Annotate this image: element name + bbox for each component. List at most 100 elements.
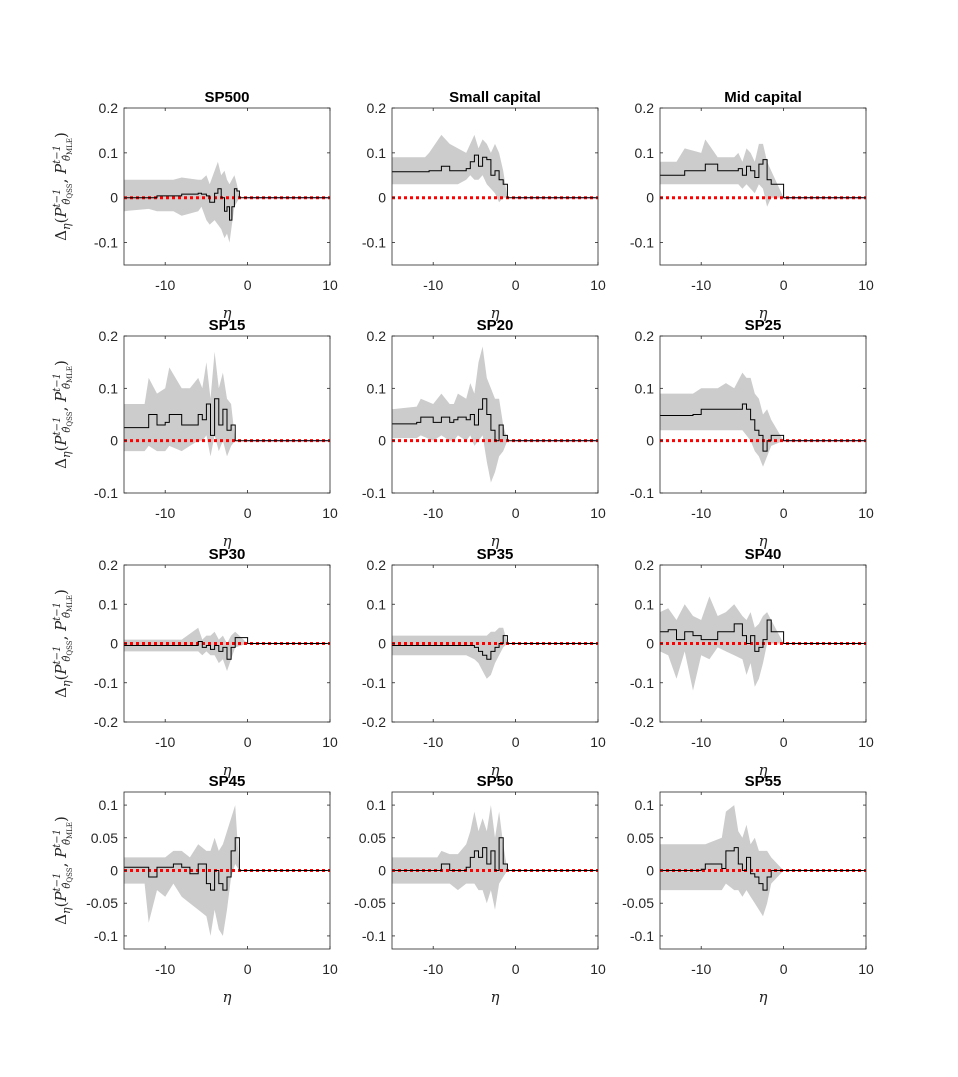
x-tick-label: 10 xyxy=(858,277,874,293)
x-axis-label: η xyxy=(491,304,500,322)
confidence-band xyxy=(124,161,330,243)
y-tick-label: 0 xyxy=(378,863,386,879)
subplot-title: SP20 xyxy=(477,317,514,334)
y-tick-label: 0.2 xyxy=(99,557,119,573)
subplot-title: SP25 xyxy=(745,317,782,334)
median-line xyxy=(660,619,866,652)
x-tick-label: 0 xyxy=(244,505,252,521)
x-tick-label: -10 xyxy=(155,734,175,750)
median-line xyxy=(392,154,598,199)
x-tick-label: 0 xyxy=(244,734,252,750)
subplot-4: -10 0 10 0.2 0.1 0 -0.1 SP15 η Δη(Pt−1θ̂QSS, Pt−1… xyxy=(52,317,338,550)
x-tick-label: -10 xyxy=(691,961,711,977)
subplot-8: -10 0 10 0.2 0.1 0 -0.1 -0.2 SP35 η xyxy=(362,546,606,779)
confidence-band xyxy=(392,134,598,203)
y-tick-label: 0.2 xyxy=(99,328,119,344)
subplot-title: SP15 xyxy=(209,317,246,334)
x-tick-label: 10 xyxy=(858,505,874,521)
x-tick-label: 10 xyxy=(590,505,606,521)
x-tick-label: -10 xyxy=(155,277,175,293)
y-tick-label: 0 xyxy=(378,190,386,206)
median-line xyxy=(660,403,866,452)
axes-box xyxy=(391,107,599,266)
x-tick-label: 10 xyxy=(322,277,338,293)
median-line xyxy=(392,398,598,442)
y-tick-label: -0.2 xyxy=(94,714,118,730)
x-tick-label: 0 xyxy=(780,734,788,750)
subplot-3: -10 0 10 0.2 0.1 0 -0.1 Mid capital η xyxy=(630,89,874,322)
x-axis-label: η xyxy=(223,988,232,1006)
axes-box xyxy=(123,335,331,494)
y-tick-label: 0 xyxy=(110,433,118,449)
x-axis-label: η xyxy=(759,761,768,779)
subplot-title: Small capital xyxy=(449,89,541,106)
y-tick-label: 0 xyxy=(110,863,118,879)
y-tick-label: 0.1 xyxy=(367,145,387,161)
y-tick-label: -0.1 xyxy=(362,675,386,691)
y-tick-label: 0 xyxy=(646,433,654,449)
subplot-title: SP35 xyxy=(477,546,514,563)
x-axis-label: η xyxy=(759,304,768,322)
confidence-band xyxy=(392,346,598,483)
subplot-title: SP55 xyxy=(745,773,782,790)
y-tick-label: 0.05 xyxy=(359,830,386,846)
y-tick-label: -0.1 xyxy=(94,675,118,691)
y-tick-label: 0.1 xyxy=(99,380,119,396)
x-tick-label: 0 xyxy=(780,277,788,293)
subplot-2: -10 0 10 0.2 0.1 0 -0.1 Small capital η xyxy=(362,89,606,322)
y-tick-label: -0.1 xyxy=(630,928,654,944)
confidence-band xyxy=(124,351,330,457)
axes-box xyxy=(391,335,599,494)
svg-text:Δη(Pt−1θ̂QSS, Pt−1θ̂MLE): Δη(Pt−1θ̂QSS, Pt−1θ̂MLE) xyxy=(52,589,74,698)
median-line xyxy=(660,159,866,199)
x-tick-label: 10 xyxy=(858,961,874,977)
median-line xyxy=(660,847,866,891)
svg-text:Δη(Pt−1θ̂QSS, Pt−1θ̂MLE): Δη(Pt−1θ̂QSS, Pt−1θ̂MLE) xyxy=(52,360,74,469)
x-axis-label: η xyxy=(223,532,232,550)
x-axis-label: η xyxy=(223,304,232,322)
y-tick-label: -0.1 xyxy=(630,485,654,501)
x-tick-label: 10 xyxy=(858,734,874,750)
subplot-10: -10 0 10 0.1 0.05 0 -0.05 -0.1 SP45 η Δη(Pt−1θ̂QSS… xyxy=(52,773,338,1006)
y-tick-label: -0.1 xyxy=(630,675,654,691)
subplot-5: -10 0 10 0.2 0.1 0 -0.1 SP20 η xyxy=(362,317,606,550)
median-line xyxy=(392,635,598,660)
x-axis-label: η xyxy=(491,988,500,1006)
median-line xyxy=(124,398,330,442)
y-tick-label: 0 xyxy=(646,190,654,206)
y-tick-label: -0.1 xyxy=(362,928,386,944)
y-tick-label: -0.1 xyxy=(362,485,386,501)
x-tick-label: -10 xyxy=(155,961,175,977)
axes-box xyxy=(659,335,867,494)
median-line xyxy=(392,837,598,871)
y-tick-label: 0.1 xyxy=(635,596,655,612)
axes-box xyxy=(123,107,331,266)
y-tick-label: -0.05 xyxy=(354,895,386,911)
x-tick-label: 0 xyxy=(244,961,252,977)
y-tick-label: 0.1 xyxy=(635,797,655,813)
x-axis-label: η xyxy=(759,988,768,1006)
confidence-band xyxy=(660,805,866,917)
x-tick-label: 0 xyxy=(780,961,788,977)
x-tick-label: 0 xyxy=(512,277,520,293)
x-tick-label: -10 xyxy=(423,277,443,293)
x-axis-label: η xyxy=(759,532,768,550)
x-tick-label: 10 xyxy=(590,961,606,977)
y-axis-label: Δη(Pt−1θ̂QSS, Pt−1θ̂MLE) xyxy=(52,589,74,698)
subplot-title: SP50 xyxy=(477,773,514,790)
subplot-title: Mid capital xyxy=(724,89,802,106)
x-tick-label: 0 xyxy=(512,961,520,977)
axes-box xyxy=(659,107,867,266)
x-tick-label: 0 xyxy=(512,505,520,521)
y-tick-label: 0.1 xyxy=(635,145,655,161)
x-tick-label: -10 xyxy=(423,505,443,521)
y-tick-label: -0.1 xyxy=(94,235,118,251)
y-tick-label: 0 xyxy=(110,190,118,206)
x-tick-label: 0 xyxy=(780,505,788,521)
y-tick-label: 0 xyxy=(646,863,654,879)
x-tick-label: 10 xyxy=(322,961,338,977)
median-line xyxy=(124,637,330,660)
svg-text:Δη(Pt−1θ̂QSS, Pt−1θ̂MLE): Δη(Pt−1θ̂QSS, Pt−1θ̂MLE) xyxy=(52,132,74,241)
subplot-title: SP30 xyxy=(209,546,246,563)
